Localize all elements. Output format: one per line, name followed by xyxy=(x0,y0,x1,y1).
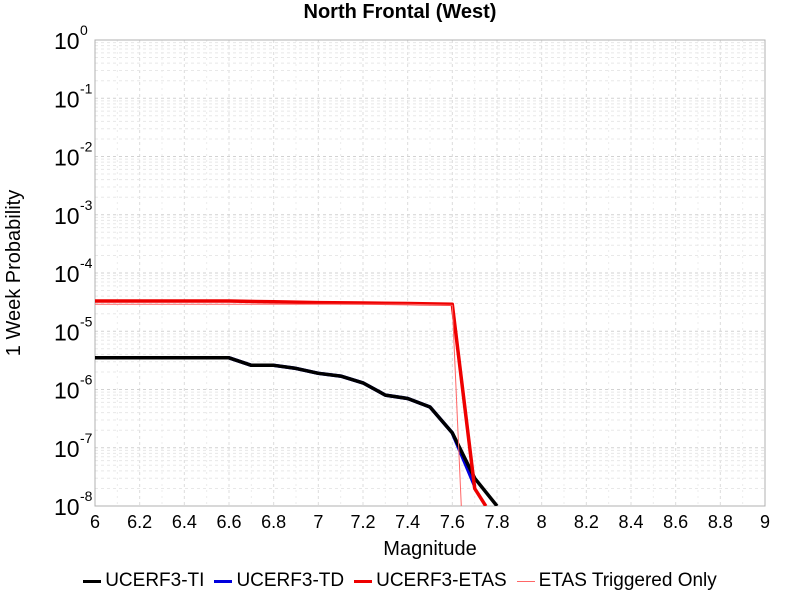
y-tick-label: 10 -5 xyxy=(54,313,93,345)
legend-swatch-ucerf3-td xyxy=(214,579,233,583)
y-tick-base: 10 xyxy=(54,145,80,171)
x-tick-labels: 6 6.2 6.4 6.6 6.8 7 7.2 7.4 7.6 7.8 8 8.2 8.4 8.6 8.8 9 xyxy=(90,512,770,532)
y-axis-label: 1 Week Probability xyxy=(3,190,25,356)
chart-title: North Frontal (West) xyxy=(304,1,497,23)
y-tick-exponent: -4 xyxy=(80,255,93,271)
legend-item-ucerf3-etas: UCERF3-ETAS xyxy=(354,570,507,592)
legend-label: UCERF3-TD xyxy=(236,570,345,591)
legend-swatch-etas-triggered-only xyxy=(516,580,535,582)
legend-swatch-ucerf3-ti xyxy=(83,579,102,583)
grid xyxy=(95,40,765,506)
series-line-ucerf3-etas xyxy=(95,299,488,506)
y-tick-base: 10 xyxy=(54,319,80,345)
x-tick-label: 6.4 xyxy=(172,512,197,532)
x-tick-label: 6.6 xyxy=(216,512,241,532)
y-tick-base: 10 xyxy=(54,494,80,520)
x-tick-label: 7.8 xyxy=(484,512,509,532)
y-tick-label: 10 -6 xyxy=(54,372,93,404)
legend-swatch-ucerf3-etas xyxy=(354,579,373,583)
y-tick-base: 10 xyxy=(54,203,80,229)
y-tick-label: 10 -1 xyxy=(54,80,93,112)
x-tick-label: 7.2 xyxy=(350,512,375,532)
x-tick-label: 6.2 xyxy=(127,512,152,532)
x-axis-label: Magnitude xyxy=(383,538,476,560)
x-tick-label: 6 xyxy=(90,512,100,532)
y-tick-exponent: -7 xyxy=(80,430,93,446)
x-tick-label: 7.4 xyxy=(395,512,420,532)
legend-label: ETAS Triggered Only xyxy=(538,570,717,591)
x-tick-label: 8.8 xyxy=(708,512,733,532)
y-tick-exponent: -2 xyxy=(80,139,93,155)
legend-label: UCERF3-TI xyxy=(105,570,205,591)
y-tick-exponent: -8 xyxy=(80,488,93,504)
series-layer xyxy=(95,299,499,506)
y-tick-base: 10 xyxy=(54,378,80,404)
legend-item-ucerf3-ti: UCERF3-TI xyxy=(83,570,204,592)
legend-label: UCERF3-ETAS xyxy=(376,570,507,591)
y-tick-label: 10 -2 xyxy=(54,139,93,171)
y-tick-base: 10 xyxy=(54,28,80,54)
y-tick-base: 10 xyxy=(54,436,80,462)
y-tick-base: 10 xyxy=(54,261,80,287)
x-tick-label: 7.6 xyxy=(440,512,465,532)
y-tick-exponent: -5 xyxy=(80,313,93,329)
x-tick-label: 9 xyxy=(760,512,770,532)
y-tick-base: 10 xyxy=(54,86,80,112)
y-tick-label: 10 -3 xyxy=(54,197,93,229)
y-tick-exponent: -6 xyxy=(80,372,93,388)
y-tick-label: 10 -4 xyxy=(54,255,93,287)
series-line-etas-triggered-only xyxy=(95,303,462,506)
y-tick-label: 10 -7 xyxy=(54,430,93,462)
y-tick-exponent: -1 xyxy=(80,80,93,96)
legend-item-etas-triggered-only: ETAS Triggered Only xyxy=(516,570,717,592)
legend-item-ucerf3-td: UCERF3-TD xyxy=(214,570,344,592)
y-tick-exponent: 0 xyxy=(80,22,88,38)
x-tick-label: 8.4 xyxy=(618,512,643,532)
y-tick-exponent: -3 xyxy=(80,197,93,213)
legend: UCERF3-TI UCERF3-TD UCERF3-ETAS ETAS Tri… xyxy=(0,568,800,594)
y-tick-label: 10 -8 xyxy=(54,488,93,520)
series-line-ucerf3-ti xyxy=(95,356,499,506)
x-tick-label: 8.2 xyxy=(574,512,599,532)
x-tick-label: 8 xyxy=(537,512,547,532)
x-tick-label: 7 xyxy=(313,512,323,532)
plot-area xyxy=(94,39,766,507)
y-tick-label: 10 0 xyxy=(54,22,88,54)
x-tick-label: 8.6 xyxy=(663,512,688,532)
x-tick-label: 6.8 xyxy=(261,512,286,532)
